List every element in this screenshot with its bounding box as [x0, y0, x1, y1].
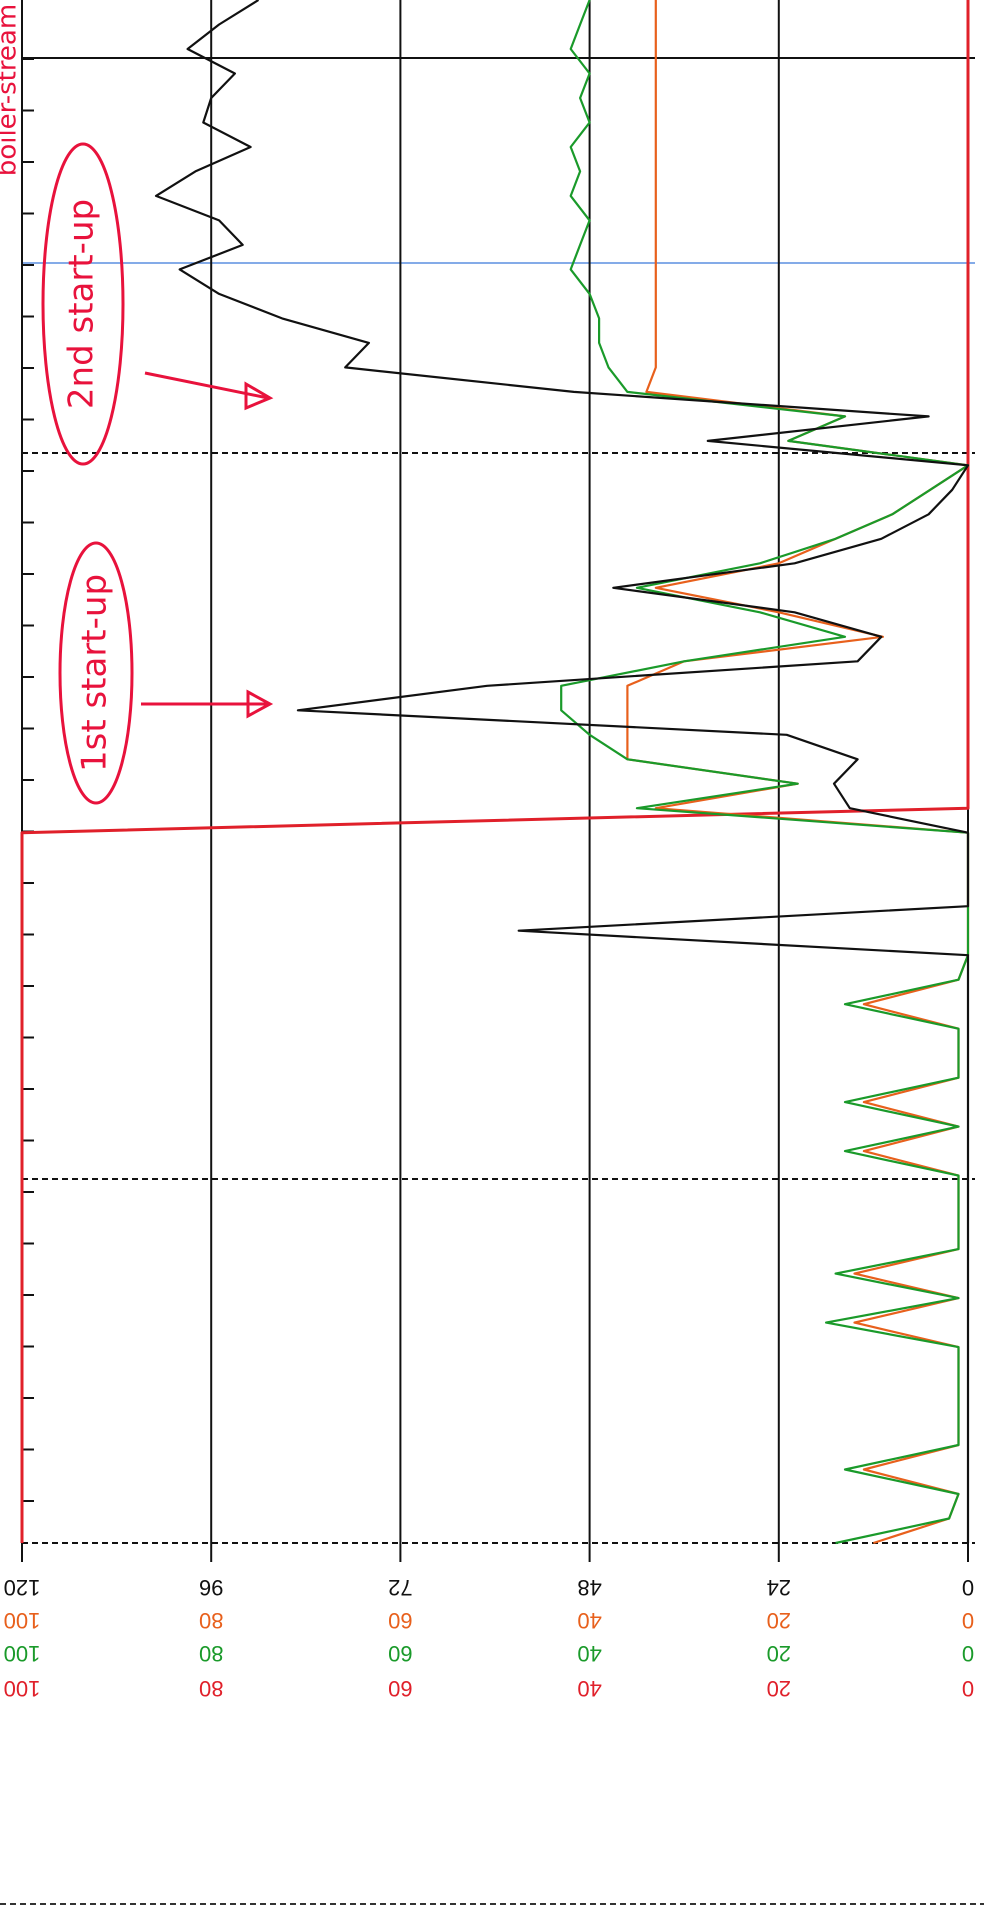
- series-line: [20, 0, 970, 1543]
- tick-label: 60: [388, 1641, 412, 1666]
- series: [20, 0, 970, 1545]
- annotation-text: boiler-stream: [0, 4, 23, 176]
- series-line: [626, 0, 970, 1545]
- tick-label: 100: [4, 1676, 41, 1701]
- tick-label: 20: [767, 1608, 791, 1633]
- annotation-arrow: [141, 689, 274, 719]
- annotation-arrow: [144, 371, 274, 411]
- annotation-ellipse: [58, 541, 134, 805]
- tick-label: 40: [577, 1641, 601, 1666]
- tick-label: 0: [962, 1641, 974, 1666]
- tick-label: 80: [199, 1608, 223, 1633]
- annotation-2: 2nd start-up: [41, 142, 274, 466]
- tick-label: 0: [962, 1676, 974, 1701]
- tick-label: 20: [767, 1676, 791, 1701]
- annotation-ellipse: [41, 142, 125, 466]
- tick-label: 40: [577, 1676, 601, 1701]
- tick-label: 80: [199, 1676, 223, 1701]
- series-line: [154, 0, 970, 1543]
- tick-label: 20: [767, 1641, 791, 1666]
- tick-label: 24: [767, 1575, 791, 1600]
- tick-label: 100: [4, 1641, 41, 1666]
- tick-label: 120: [4, 1575, 41, 1600]
- grid: [21, 0, 969, 1562]
- tick-label: 96: [199, 1575, 223, 1600]
- tick-label: 80: [199, 1641, 223, 1666]
- tick-label: 0: [962, 1575, 974, 1600]
- series-line: [560, 0, 970, 1545]
- tick-label: 40: [577, 1608, 601, 1633]
- tick-label: 48: [577, 1575, 601, 1600]
- tick-label: 72: [388, 1575, 412, 1600]
- tick-label: 60: [388, 1676, 412, 1701]
- annotation-text: 1st start-up: [75, 574, 115, 772]
- tick-label: 100: [4, 1608, 41, 1633]
- tick-labels: 0 24 48 72 96 120 0 20 40 60 80 100 0 20 40 60 80 100 0 20 4…: [4, 1575, 974, 1701]
- tick-label: 60: [388, 1608, 412, 1633]
- tick-label: 0: [962, 1608, 974, 1633]
- annotation-text: 2nd start-up: [62, 199, 102, 409]
- annotation-1: 1st start-up: [58, 541, 274, 805]
